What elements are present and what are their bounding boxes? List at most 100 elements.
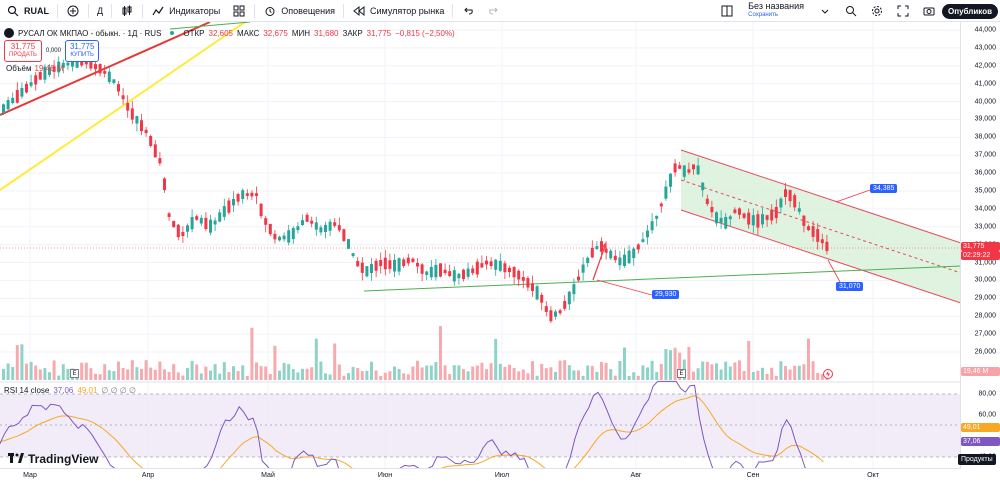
candle-body bbox=[646, 230, 649, 238]
trendline-yellow[interactable] bbox=[0, 22, 246, 191]
layout-save[interactable]: Сохранить bbox=[748, 12, 778, 18]
volume-bar bbox=[416, 360, 419, 380]
volume-bar bbox=[618, 361, 622, 380]
volume-bar bbox=[494, 338, 498, 380]
time-axis[interactable]: Мар Апр Май Июн Июл Авг Сен Окт bbox=[0, 468, 961, 482]
upper-level-callout[interactable]: 34,385 bbox=[870, 184, 898, 193]
sell-button[interactable]: 31,775 ПРОДАТЬ bbox=[4, 40, 42, 62]
volume-bar bbox=[692, 371, 695, 380]
redo-button[interactable] bbox=[481, 0, 507, 22]
price-tick: 43,000 bbox=[974, 44, 996, 52]
pivot-level-callout[interactable]: 29,930 bbox=[652, 290, 680, 299]
volume-layer bbox=[2, 326, 829, 380]
symbol-title[interactable]: РУСАЛ ОК МКПАО - обыкн. · 1Д · RUS bbox=[18, 28, 162, 38]
volume-bar bbox=[613, 375, 617, 380]
toolbar-right: Без названия Сохранить Опубликов bbox=[714, 0, 1000, 22]
layout-name[interactable]: Без названия Сохранить bbox=[740, 2, 812, 20]
candle-body bbox=[701, 182, 705, 191]
settings-button[interactable] bbox=[864, 0, 890, 22]
compare-button[interactable] bbox=[60, 0, 86, 22]
layout-menu-button[interactable] bbox=[812, 0, 838, 22]
layouts-icon-button[interactable] bbox=[714, 0, 740, 22]
volume-bar bbox=[678, 352, 682, 380]
spread-value: 0,000 bbox=[45, 48, 61, 54]
candle-body bbox=[278, 236, 281, 241]
volume-bar bbox=[475, 365, 479, 380]
undo-button[interactable] bbox=[455, 0, 481, 22]
lightning-event-icon[interactable] bbox=[823, 369, 833, 379]
candle-body bbox=[820, 239, 824, 244]
volume-bar bbox=[498, 363, 502, 380]
volume-bar bbox=[314, 338, 318, 380]
templates-button[interactable] bbox=[226, 0, 252, 22]
chart-canvas[interactable] bbox=[0, 22, 961, 468]
volume-bar bbox=[282, 362, 286, 380]
volume-bar bbox=[360, 371, 364, 380]
volume-bar bbox=[149, 367, 153, 380]
volume-bar bbox=[186, 368, 189, 380]
channel-mid-line bbox=[680, 179, 961, 274]
volume-bar bbox=[195, 364, 199, 380]
tradingview-logo[interactable]: TradingView bbox=[8, 452, 98, 466]
products-button[interactable]: Продукты bbox=[958, 454, 996, 465]
candle-body bbox=[494, 259, 498, 270]
channel-lower-line[interactable] bbox=[680, 209, 961, 304]
interval-button[interactable]: Д bbox=[91, 0, 109, 22]
volume-bar bbox=[816, 372, 820, 380]
replay-button[interactable]: Симулятор рынка bbox=[346, 0, 450, 22]
candle-body bbox=[296, 226, 300, 231]
candle-body bbox=[655, 215, 659, 219]
rsi-label[interactable]: RSI 14 close bbox=[4, 386, 50, 395]
lower-level-callout[interactable]: 31,070 bbox=[836, 282, 864, 291]
callout-pointer-upper bbox=[835, 189, 871, 203]
candle-body bbox=[659, 203, 663, 207]
fullscreen-icon bbox=[896, 4, 910, 18]
candle-body bbox=[89, 60, 93, 69]
redo-icon bbox=[487, 4, 501, 18]
volume-bar bbox=[310, 367, 314, 380]
rsi-extra-values: ∅ ∅ ∅ ∅ bbox=[101, 386, 136, 395]
grid-icon bbox=[232, 4, 246, 18]
volume-bar bbox=[232, 366, 235, 380]
time-tick: Сен bbox=[746, 472, 760, 479]
candle-body bbox=[535, 286, 539, 300]
price-tick: 44,000 bbox=[974, 26, 996, 34]
volume-bar bbox=[512, 367, 516, 380]
candle-body bbox=[761, 214, 764, 225]
volume-bar bbox=[199, 373, 203, 380]
time-tick: Авг bbox=[630, 472, 642, 479]
volume-bar bbox=[425, 365, 429, 380]
candle-body bbox=[475, 261, 479, 275]
quick-search-button[interactable] bbox=[838, 0, 864, 22]
volume-bar bbox=[600, 361, 603, 380]
support-trendline[interactable] bbox=[363, 265, 961, 292]
symbol-search[interactable]: RUAL bbox=[0, 0, 55, 22]
alerts-button[interactable]: Оповещения bbox=[257, 0, 341, 22]
buy-button[interactable]: 31,775 КУПИТЬ bbox=[64, 40, 100, 62]
volume-bar bbox=[779, 361, 783, 380]
snapshot-button[interactable] bbox=[916, 0, 942, 22]
volume-bar bbox=[2, 368, 5, 380]
rsi-tick: 60,00 bbox=[978, 411, 996, 419]
chart-type-button[interactable] bbox=[114, 0, 140, 22]
volume-bar bbox=[15, 345, 19, 380]
candle-body bbox=[397, 258, 401, 272]
earnings-marker[interactable]: E bbox=[677, 369, 686, 378]
candle-body bbox=[305, 214, 309, 222]
candle-body bbox=[29, 82, 33, 86]
publish-button[interactable]: Опубликов bbox=[942, 3, 998, 19]
volume-bar bbox=[11, 367, 15, 380]
candle-body bbox=[347, 239, 350, 249]
indicators-button[interactable]: Индикаторы bbox=[145, 0, 226, 22]
divider bbox=[452, 3, 454, 18]
channel-upper-line[interactable] bbox=[680, 149, 961, 244]
regression-channel-fill bbox=[681, 150, 961, 303]
fullscreen-button[interactable] bbox=[890, 0, 916, 22]
price-tick: 37,000 bbox=[974, 151, 996, 159]
volume-bar bbox=[521, 369, 525, 380]
price-axis[interactable]: 44,000 43,000 42,000 41,000 40,000 39,000 38,0… bbox=[961, 22, 1000, 461]
volume-bar bbox=[567, 365, 571, 380]
earnings-marker[interactable]: E bbox=[70, 369, 79, 378]
candle-body bbox=[650, 221, 654, 231]
volume-bar bbox=[586, 365, 590, 380]
